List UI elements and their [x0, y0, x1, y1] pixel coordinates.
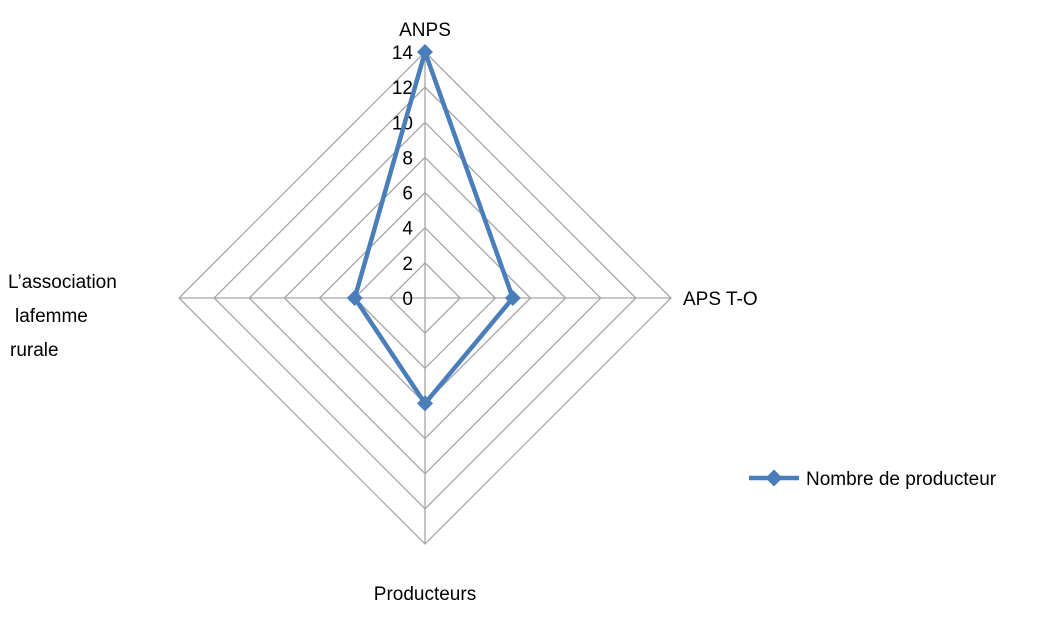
legend-label: Nombre de producteur	[806, 469, 997, 490]
series-point	[346, 290, 363, 306]
category-label-line: lafemme	[15, 306, 88, 327]
axis-layer	[179, 52, 671, 544]
legend-diamond-marker	[765, 469, 783, 487]
category-label-line: Producteurs	[374, 584, 476, 605]
series-point	[417, 395, 433, 412]
tick-label: 12	[392, 78, 413, 99]
tick-label: 8	[402, 148, 413, 169]
category-label-line: rurale	[10, 340, 59, 361]
category-label-layer: ANPS APS T-O Producteurs L’association lafem…	[8, 20, 758, 605]
tick-label: 2	[402, 254, 413, 275]
category-label: L’association lafemme rurale	[8, 272, 117, 361]
tick-label: 4	[402, 219, 413, 240]
tick-label: 14	[392, 43, 414, 64]
tick-label: 0	[402, 289, 413, 310]
category-label-line: APS T-O	[683, 289, 758, 310]
category-label: ANPS	[399, 20, 451, 41]
series-layer	[346, 44, 521, 412]
category-label-line: ANPS	[399, 20, 451, 41]
series-line	[352, 49, 516, 406]
category-label: Producteurs	[374, 584, 476, 605]
category-label-line: L’association	[8, 272, 117, 293]
series-point	[504, 290, 521, 306]
legend: Nombre de producteur	[749, 469, 997, 490]
tick-label: 6	[402, 184, 413, 205]
category-label: APS T-O	[683, 289, 758, 310]
series-point	[417, 44, 433, 60]
